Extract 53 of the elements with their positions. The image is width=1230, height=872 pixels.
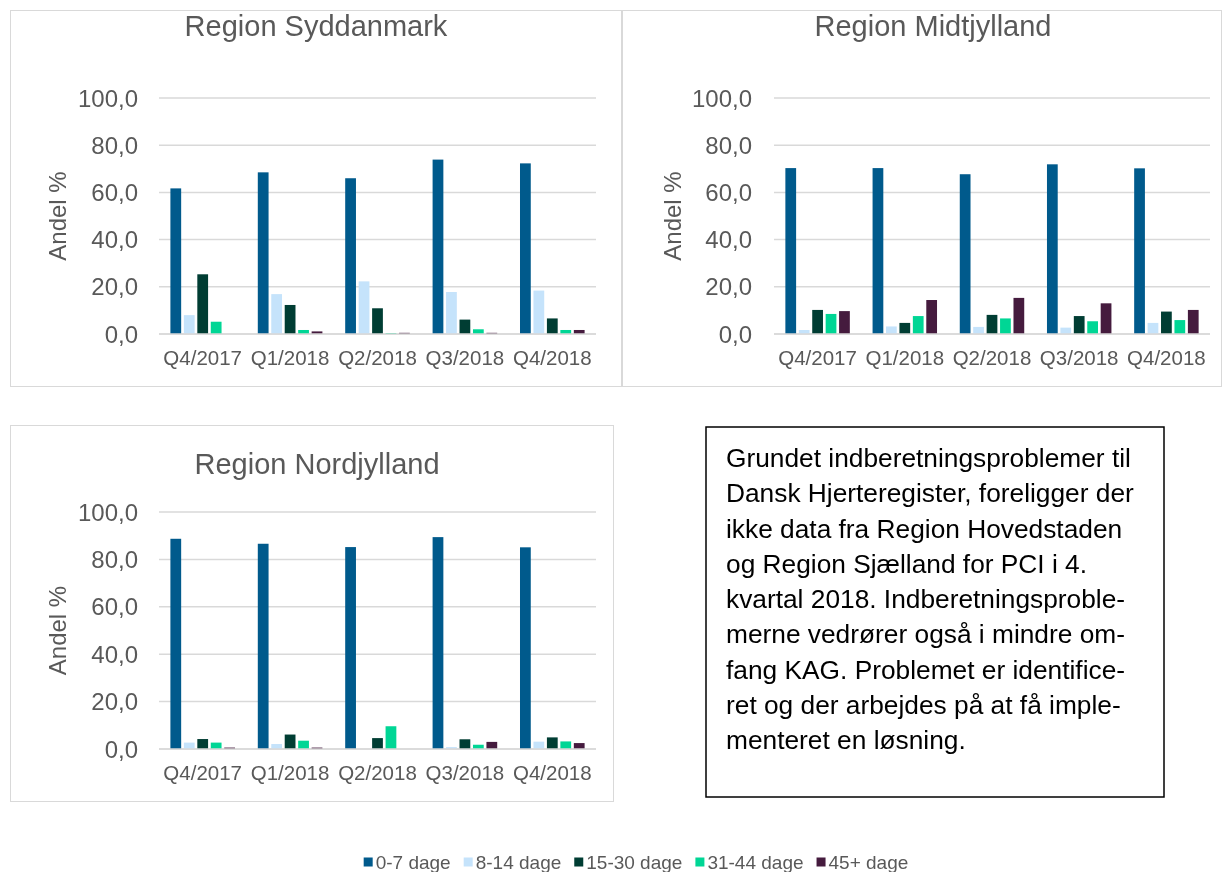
- y-tick-label: 80,0: [705, 131, 752, 159]
- text: ikke data fra Region Hovedstaden: [726, 513, 1123, 544]
- y-tick-label: 60,0: [705, 178, 752, 206]
- y-axis-title: Andel %: [43, 585, 71, 676]
- y-tick-label: 60,0: [91, 593, 138, 621]
- y-tick-label: 100,0: [77, 84, 138, 112]
- y-tick-label: 20,0: [705, 273, 752, 301]
- x-tick-label: Q4/2017: [163, 346, 243, 369]
- y-tick-label: 60,0: [91, 178, 138, 206]
- legend-label: 0-7 dage: [375, 851, 451, 872]
- y-tick-label: 100,0: [691, 84, 752, 112]
- y-axis-title: Andel %: [658, 171, 686, 261]
- y-tick-label: 20,0: [91, 273, 138, 301]
- legend-label: 31-44 dage: [707, 851, 804, 872]
- chart-title: Region Midtjylland: [814, 10, 1052, 42]
- y-tick-label: 20,0: [91, 688, 138, 716]
- text: kvartal 2018. Indberetningsproble-: [726, 584, 1126, 614]
- text: Dansk Hjerteregister, foreligger der: [726, 478, 1135, 509]
- chart-title: Region Nordjylland: [194, 448, 440, 480]
- y-tick-label: 40,0: [91, 226, 138, 254]
- y-tick-label: 80,0: [91, 545, 138, 573]
- x-tick-label: Q3/2018: [425, 761, 505, 784]
- x-tick-label: Q4/2017: [163, 761, 243, 784]
- x-tick-label: Q4/2018: [512, 761, 592, 784]
- x-tick-label: Q1/2018: [865, 346, 945, 369]
- y-tick-label: 80,0: [91, 131, 138, 159]
- x-tick-label: Q4/2018: [512, 346, 592, 369]
- x-tick-label: Q3/2018: [425, 346, 505, 369]
- y-tick-label: 100,0: [77, 498, 138, 526]
- chart-title: Region Syddanmark: [184, 10, 448, 42]
- text: Grundet indberetningsproblemer til: [726, 443, 1131, 473]
- legend-label: 45+ dage: [828, 851, 909, 872]
- text: fang KAG. Problemet er identifice-: [726, 654, 1126, 685]
- y-tick-label: 0,0: [718, 320, 752, 348]
- y-tick-label: 0,0: [104, 320, 138, 348]
- text: menteret en løsning.: [726, 725, 966, 755]
- y-axis-title: Andel %: [43, 171, 71, 261]
- y-tick-label: 40,0: [91, 640, 138, 668]
- x-tick-label: Q4/2017: [778, 346, 857, 369]
- y-tick-label: 40,0: [705, 226, 752, 254]
- x-tick-label: Q3/2018: [1039, 346, 1119, 369]
- x-tick-label: Q2/2018: [952, 346, 1032, 369]
- x-tick-label: Q1/2018: [250, 761, 330, 784]
- x-tick-label: Q1/2018: [250, 346, 330, 369]
- legend-label: 15-30 dage: [586, 851, 683, 872]
- x-tick-label: Q4/2018: [1127, 346, 1206, 369]
- x-tick-label: Q2/2018: [338, 761, 417, 784]
- x-tick-label: Q2/2018: [338, 346, 417, 369]
- text: og Region Sjælland for PCI i 4.: [726, 548, 1088, 579]
- y-tick-label: 0,0: [104, 735, 138, 763]
- legend-label: 8-14 dage: [475, 851, 562, 872]
- text: ret og der arbejdes på at få imple-: [726, 689, 1121, 720]
- text: merne vedrører også i mindre om-: [726, 619, 1125, 650]
